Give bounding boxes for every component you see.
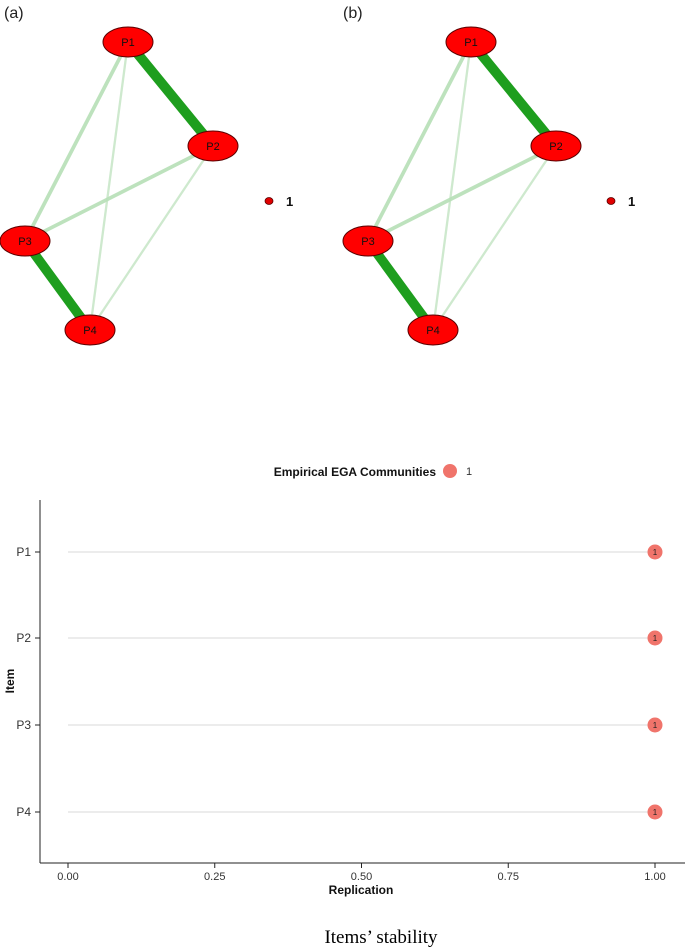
chart-legend: Empirical EGA Communities 1 xyxy=(274,464,472,479)
data-points: 1 1 1 1 xyxy=(647,544,663,820)
edge-p3-p4 xyxy=(21,238,94,333)
x-tick-4: 1.00 xyxy=(644,871,665,883)
node-p2 xyxy=(187,130,239,162)
edge-p2-p3 xyxy=(24,144,214,243)
network-panel-a: (a) P1 P2 P3 P4 1 xyxy=(0,5,293,346)
item-stability-chart: Empirical EGA Communities 1 P1 P2 P3 P4 0.0… xyxy=(3,464,685,897)
panel-a-legend: 1 xyxy=(264,194,293,209)
panel-b-edges xyxy=(364,38,560,333)
node-label-p4: P4 xyxy=(83,325,96,337)
x-tick-0: 0.00 xyxy=(57,871,78,883)
x-axis-title: Replication xyxy=(329,883,394,897)
y-tick-p1: P1 xyxy=(16,545,31,559)
point-label-p4: 1 xyxy=(653,808,658,817)
y-tick-p2: P2 xyxy=(16,631,31,645)
node-p2 xyxy=(530,130,582,162)
edge-p1-p3 xyxy=(366,41,473,242)
node-p1 xyxy=(445,26,497,58)
y-tick-p3: P3 xyxy=(16,718,31,732)
figure-caption: Items’ stability xyxy=(324,927,438,948)
edge-p3-p4 xyxy=(364,238,437,333)
node-label-p2: P2 xyxy=(549,141,562,153)
y-axis-title: Item xyxy=(3,669,17,694)
point-p3 xyxy=(647,717,663,733)
node-p4 xyxy=(407,314,459,346)
edge-p1-p3 xyxy=(23,41,130,242)
panel-b-legend: 1 xyxy=(606,194,635,209)
edge-p2-p3 xyxy=(367,144,557,243)
point-label-p2: 1 xyxy=(653,634,658,643)
x-tick-1: 0.25 xyxy=(204,871,225,883)
node-label-p1: P1 xyxy=(121,37,134,49)
panel-label-b: (b) xyxy=(343,5,363,22)
point-p4 xyxy=(647,804,663,820)
edge-p1-p2 xyxy=(124,38,217,150)
panel-b-nodes: P1 P2 P3 P4 xyxy=(342,26,582,346)
edge-p1-p4 xyxy=(431,41,473,331)
node-p4 xyxy=(64,314,116,346)
panel-a-nodes: P1 P2 P3 P4 xyxy=(0,26,239,346)
edge-p1-p2 xyxy=(467,38,560,150)
gridlines xyxy=(35,551,655,813)
node-label-p4: P4 xyxy=(426,325,439,337)
x-tick-2: 0.50 xyxy=(351,871,372,883)
edge-p1-p4 xyxy=(88,41,130,331)
legend-dot-a xyxy=(264,197,274,205)
legend-dot-b xyxy=(606,197,616,205)
node-label-p3: P3 xyxy=(361,236,374,248)
legend-label-b: 1 xyxy=(628,194,635,209)
panel-a-edges xyxy=(21,38,217,333)
point-label-p3: 1 xyxy=(653,721,658,730)
node-p3 xyxy=(0,225,51,257)
legend-entry: 1 xyxy=(466,466,472,478)
y-tick-labels: P1 P2 P3 P4 xyxy=(16,545,31,819)
point-label-p1: 1 xyxy=(653,548,658,557)
x-tick-labels: 0.00 0.25 0.50 0.75 1.00 xyxy=(57,863,666,883)
point-p1 xyxy=(647,544,663,560)
node-label-p3: P3 xyxy=(18,236,31,248)
node-label-p1: P1 xyxy=(464,37,477,49)
node-label-p2: P2 xyxy=(206,141,219,153)
legend-key xyxy=(443,464,457,478)
panel-label-a: (a) xyxy=(4,5,24,22)
edge-p2-p4 xyxy=(432,145,557,331)
legend-title: Empirical EGA Communities xyxy=(274,465,437,479)
x-tick-3: 0.75 xyxy=(498,871,519,883)
node-p1 xyxy=(102,26,154,58)
node-p3 xyxy=(342,225,394,257)
point-p2 xyxy=(647,630,663,646)
y-tick-p4: P4 xyxy=(16,805,31,819)
legend-label-a: 1 xyxy=(286,194,293,209)
edge-p2-p4 xyxy=(89,145,214,331)
network-panel-b: (b) P1 P2 P3 P4 1 xyxy=(342,5,635,346)
